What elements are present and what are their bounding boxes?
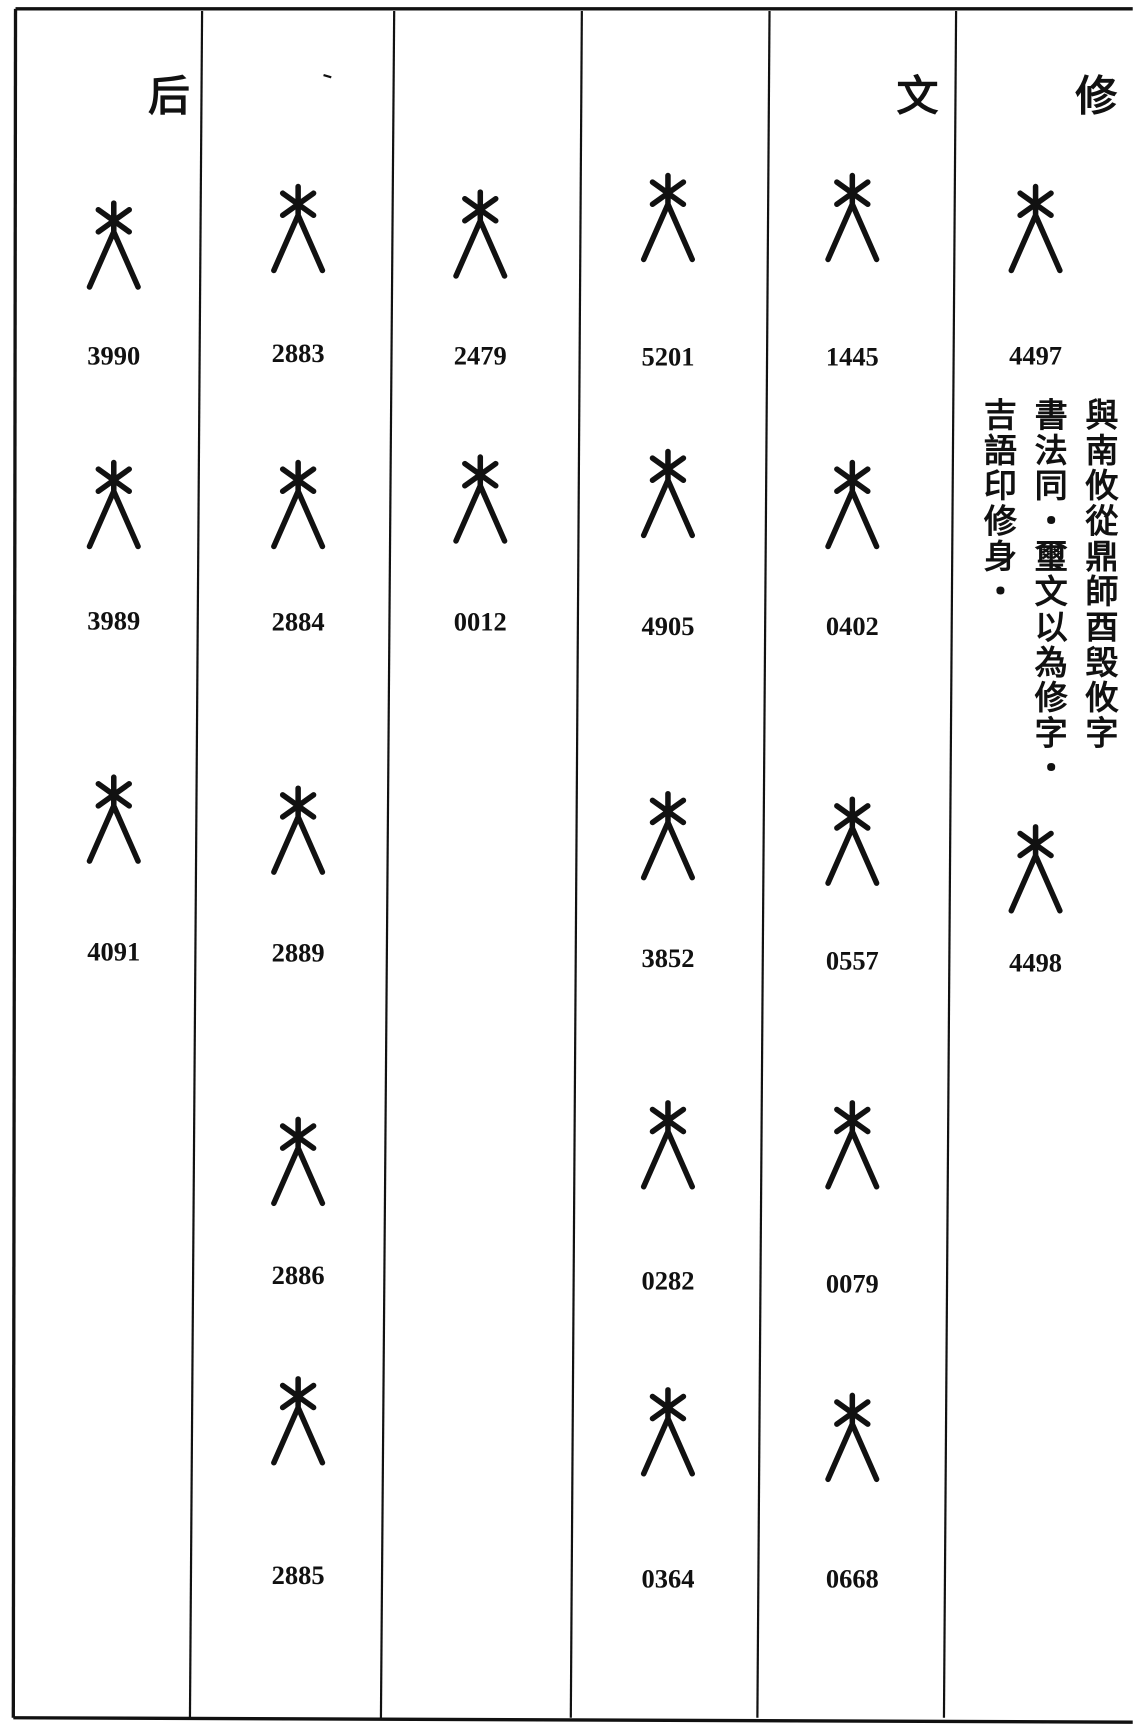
character-code: 2883: [272, 338, 325, 368]
character-code: 0402: [826, 611, 879, 641]
glyph-stroke: [825, 459, 880, 550]
glyph-stroke: [271, 1376, 326, 1466]
column-divider: [188, 11, 204, 1718]
glyph-stroke: [453, 454, 508, 544]
glyph-stroke: [1008, 183, 1063, 274]
character-code: 3989: [87, 605, 140, 635]
character-code: 0012: [454, 606, 507, 636]
seal-glyph: [640, 1100, 696, 1190]
character-code: 4497: [1009, 340, 1062, 370]
seal-glyph: [825, 172, 880, 263]
seal-glyph: [825, 796, 880, 886]
glyph-stroke: [640, 790, 696, 881]
glyph-stroke: [640, 1100, 696, 1190]
character-code: 0282: [641, 1265, 694, 1295]
seal-glyph: [86, 459, 141, 550]
character-code: 2885: [272, 1560, 325, 1590]
glyph-stroke: [271, 459, 326, 550]
glyph-stroke: [1008, 824, 1063, 914]
glyph-stroke: [453, 189, 508, 279]
glyph-stroke: [271, 183, 326, 274]
glyph-stroke: [640, 172, 696, 263]
column-header: 修: [1075, 73, 1118, 120]
seal-glyph: [640, 1387, 696, 1477]
glyph-stroke: [640, 1387, 696, 1477]
character-code: 2889: [272, 938, 325, 968]
character-code: 2886: [272, 1260, 325, 1290]
left-border: [11, 8, 18, 1718]
glyph-stroke: [271, 1116, 326, 1207]
glyph-stroke: [86, 774, 141, 864]
character-code: 4498: [1009, 947, 1062, 977]
seal-glyph: [825, 459, 880, 550]
seal-glyph: [271, 183, 326, 274]
seal-glyph: [453, 454, 508, 544]
character-code: 4091: [87, 936, 140, 966]
glyph-stroke: [86, 459, 141, 550]
seal-glyph: [640, 172, 696, 263]
mark: [323, 74, 332, 79]
character-code: 3990: [87, 340, 140, 370]
character-code: 0668: [826, 1563, 879, 1593]
column-divider: [379, 11, 396, 1718]
character-code: 3852: [641, 943, 694, 973]
seal-glyph: [1008, 183, 1063, 274]
glyph-stroke: [86, 200, 141, 290]
note-line: 書法同・璽文以為修字・: [1029, 397, 1069, 786]
character-code: 1445: [826, 341, 879, 371]
character-code: 0079: [826, 1269, 879, 1299]
character-code: 0364: [641, 1563, 694, 1593]
glyph-stroke: [825, 172, 880, 263]
seal-glyph: [271, 459, 326, 550]
column-header: 文: [896, 73, 938, 120]
seal-glyph: [453, 189, 508, 279]
glyph-stroke: [825, 796, 880, 886]
character-code: 0557: [826, 945, 879, 975]
seal-glyph: [640, 790, 696, 881]
bottom-border: [13, 1716, 1133, 1724]
seal-glyph: [271, 1376, 326, 1466]
note-line: 吉語印修身・: [978, 397, 1018, 609]
seal-glyph: [86, 200, 141, 290]
seal-glyph: [825, 1392, 880, 1483]
glyph-stroke: [825, 1100, 880, 1190]
column-divider: [569, 11, 583, 1718]
character-code: 2479: [454, 340, 507, 370]
seal-glyph: [640, 448, 696, 539]
glyph-stroke: [640, 448, 696, 539]
seal-glyph: [271, 785, 326, 875]
frame: [11, 7, 1133, 1724]
seal-glyph: [1008, 824, 1063, 914]
seal-glyph: [86, 774, 141, 864]
glyph-stroke: [271, 785, 326, 875]
column-divider: [756, 11, 771, 1718]
column-header: 后: [148, 73, 190, 120]
glyph-stroke: [825, 1392, 880, 1483]
note-line: 與南攸從鼎師酉毁攸字: [1080, 397, 1120, 750]
character-code: 2884: [272, 606, 325, 636]
character-code: 5201: [641, 341, 694, 371]
character-code: 4905: [641, 611, 694, 641]
seal-glyph: [271, 1116, 326, 1207]
column-divider: [942, 11, 958, 1718]
seal-glyph: [825, 1100, 880, 1190]
